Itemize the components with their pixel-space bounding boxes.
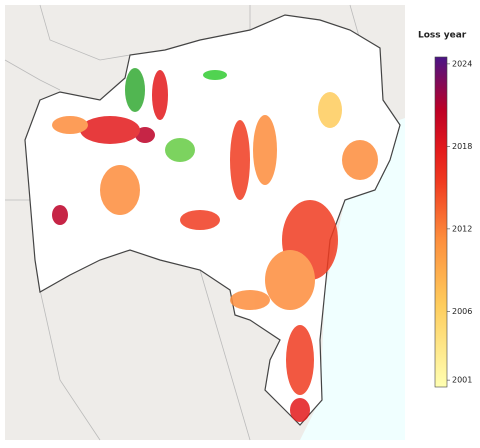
loss-patches	[52, 68, 378, 422]
colorbar-tick-label: 2001	[452, 376, 472, 385]
neighbor-borders	[4, 4, 361, 441]
legend-title: Loss year	[418, 31, 467, 41]
map	[4, 4, 405, 441]
ocean	[300, 118, 405, 440]
colorbar	[434, 56, 448, 388]
colorbar-tick-label: 2024	[452, 59, 472, 68]
colorbar-tick-label: 2012	[452, 224, 472, 233]
colorbar-tick-label: 2006	[452, 307, 472, 316]
colorbar-tick-label: 2018	[452, 142, 472, 151]
legend: Loss year 2001 2006 2012 2018 2024	[418, 31, 472, 388]
